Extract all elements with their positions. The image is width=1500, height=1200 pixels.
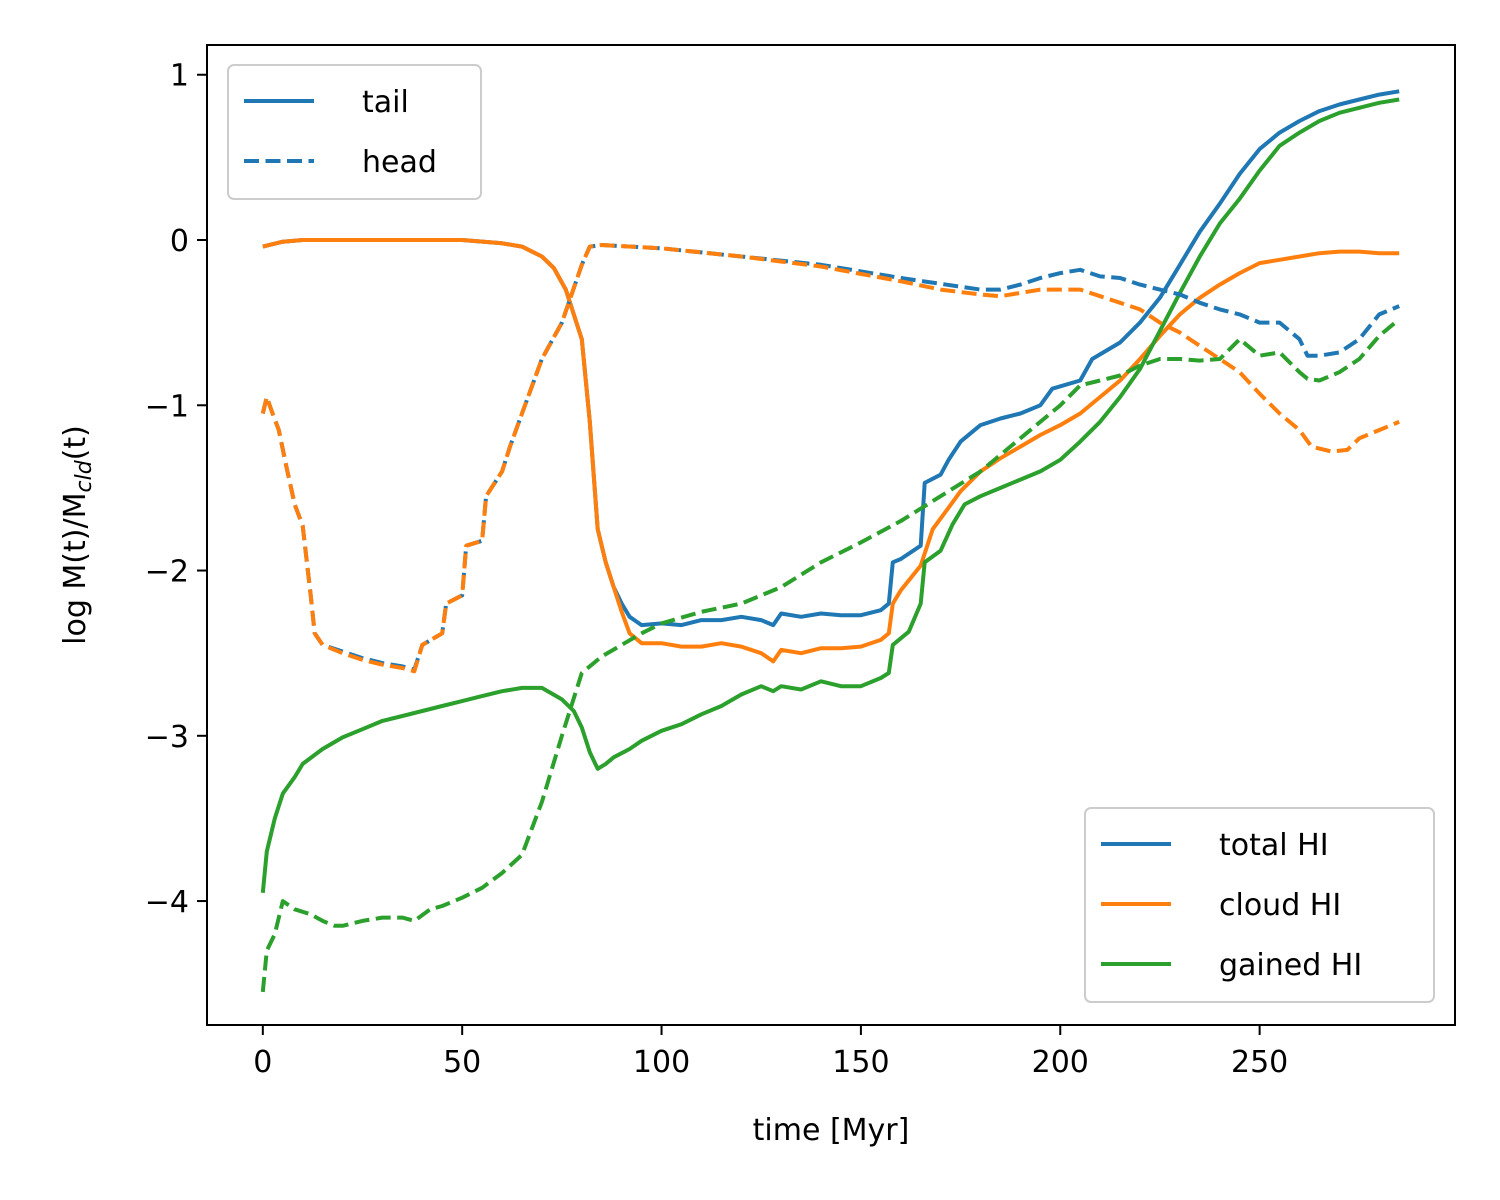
series-layer — [260, 89, 1401, 993]
legend-series-color: total HI cloud HI gained HI — [1084, 807, 1435, 1003]
legend-box — [1084, 807, 1435, 1003]
y-tick-label: −2 — [145, 555, 189, 590]
y-tick-label: −3 — [145, 720, 189, 755]
y-axis-label-subscript: cld — [72, 459, 97, 492]
legend-label-gained-hi: gained HI — [1219, 948, 1362, 983]
y-axis-label-prefix: log M(t)/M — [58, 493, 93, 645]
x-tick-label: 0 — [253, 1045, 272, 1080]
legend-line-style: tail head — [227, 64, 482, 200]
series-line-cloud-hi-head — [260, 243, 1400, 674]
legend-label-head: head — [362, 145, 437, 180]
y-axis-label: log M(t)/Mcld(t) — [58, 425, 97, 645]
x-tick-label: 250 — [1231, 1045, 1288, 1080]
x-tick-label: 50 — [443, 1045, 481, 1080]
x-axis-label: time [Myr] — [753, 1113, 910, 1148]
y-axis-label-suffix: (t) — [58, 425, 93, 460]
x-tick-label: 200 — [1032, 1045, 1089, 1080]
x-tick-label: 100 — [633, 1045, 690, 1080]
y-tick-label: 0 — [170, 224, 189, 259]
y-tick-label: −4 — [145, 885, 189, 920]
plot-frame — [206, 44, 1456, 1026]
y-tick-label: 1 — [170, 59, 189, 94]
y-tick-label: −1 — [145, 389, 189, 424]
series-line-gained-hi-tail — [260, 97, 1400, 893]
legend-label-total-hi: total HI — [1219, 828, 1329, 863]
series-line-cloud-hi-tail — [262, 238, 1400, 664]
ticks-layer: 0 50 100 150 200 250 1 0 −1 −2 −3 −4 — [145, 59, 1288, 1080]
series-line-gained-hi-head — [260, 317, 1401, 993]
legend-label-cloud-hi: cloud HI — [1219, 888, 1341, 923]
x-tick-label: 150 — [832, 1045, 889, 1080]
legend-label-tail: tail — [362, 85, 409, 120]
legend-box — [227, 64, 482, 200]
